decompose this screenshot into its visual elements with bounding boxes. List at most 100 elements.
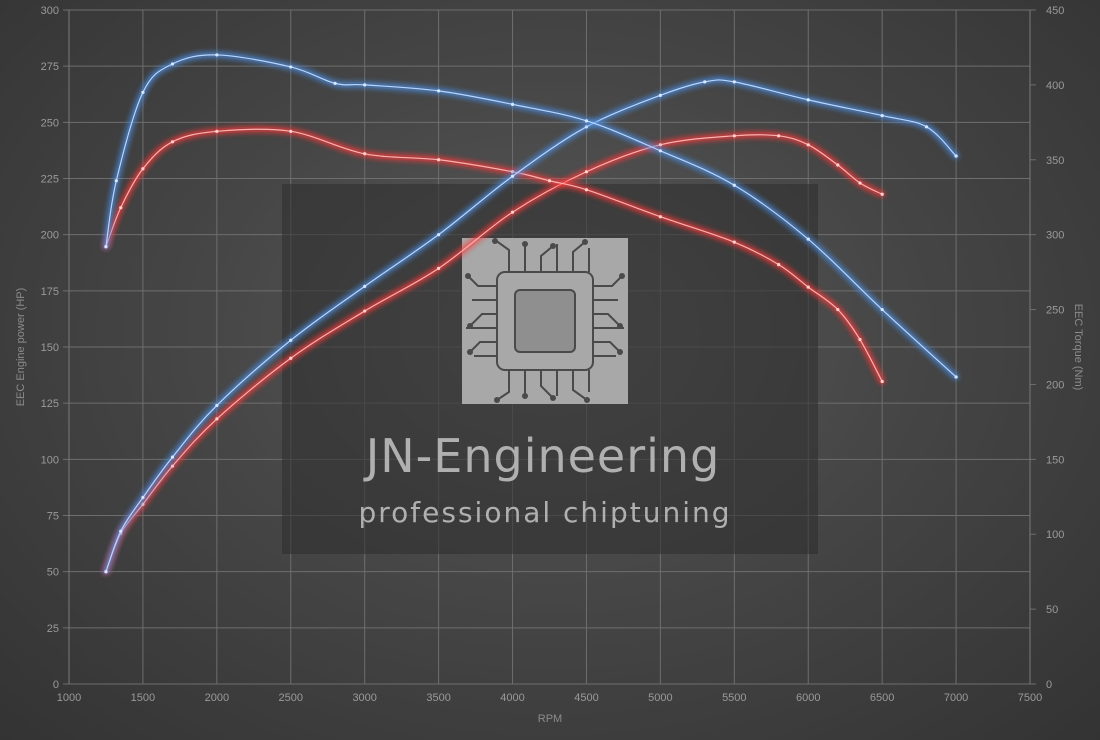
right-axis-title: EEC Torque (Nm) [1072, 304, 1084, 391]
data-point [732, 240, 736, 244]
data-point [806, 143, 810, 147]
data-point [732, 80, 736, 84]
data-point [584, 188, 589, 192]
right-tick-label: 350 [1046, 155, 1064, 167]
data-point [215, 129, 219, 133]
watermark: JN-Engineering professional chiptuning [282, 184, 818, 554]
x-tick-label: 4500 [574, 692, 598, 704]
series-4 [103, 52, 959, 380]
left-tick-label: 175 [41, 286, 59, 298]
data-point [584, 125, 589, 129]
x-tick-label: 3500 [426, 692, 450, 704]
right-tick-label: 50 [1046, 604, 1058, 616]
data-point [658, 149, 662, 153]
data-point [658, 215, 662, 219]
left-tick-label: 25 [47, 623, 59, 635]
left-tick-label: 300 [41, 5, 59, 17]
series-layer [103, 52, 959, 575]
data-point [806, 98, 810, 102]
watermark-title: JN-Engineering [363, 429, 721, 483]
data-point [104, 245, 108, 249]
data-point [215, 403, 219, 408]
data-point [880, 379, 884, 384]
data-point [141, 502, 145, 506]
x-tick-label: 2500 [279, 692, 303, 704]
left-tick-label: 150 [41, 342, 59, 354]
x-tick-label: 5000 [648, 692, 672, 704]
data-point [858, 181, 862, 185]
data-point [437, 158, 441, 162]
data-point [289, 65, 293, 69]
series-2 [103, 126, 885, 384]
data-point [437, 266, 441, 270]
data-point [806, 237, 810, 241]
x-tick-label: 6000 [796, 692, 820, 704]
chip-logo-icon [462, 238, 628, 404]
right-tick-label: 0 [1046, 679, 1052, 691]
series-3 [103, 77, 959, 575]
x-axis-title: RPM [538, 713, 562, 725]
left-axis-title: EEC Engine power (HP) [15, 288, 27, 407]
left-tick-label: 200 [41, 230, 59, 242]
axes: RPM EEC Engine power (HP) EEC Torque (Nm… [15, 5, 1084, 725]
data-point [880, 192, 884, 196]
data-point [215, 53, 219, 57]
data-point [141, 167, 145, 171]
data-point [584, 119, 589, 123]
data-point [954, 154, 958, 158]
left-tick-label: 100 [41, 454, 59, 466]
data-point [141, 90, 145, 94]
data-point [732, 183, 736, 187]
data-point [858, 337, 862, 342]
x-tick-label: 5500 [722, 692, 746, 704]
data-point [170, 62, 175, 66]
x-tick-label: 7000 [944, 692, 968, 704]
right-tick-label: 100 [1046, 529, 1064, 541]
right-tick-label: 300 [1046, 230, 1064, 242]
data-point [437, 89, 441, 93]
data-point [732, 134, 736, 138]
data-point [363, 152, 367, 156]
left-tick-label: 0 [53, 679, 59, 691]
right-tick-label: 200 [1046, 379, 1064, 391]
x-tick-label: 6500 [870, 692, 894, 704]
left-tick-label: 225 [41, 174, 59, 186]
left-tick-label: 75 [47, 511, 59, 523]
data-point [880, 307, 884, 312]
data-point [658, 93, 662, 97]
data-point [703, 80, 707, 84]
data-point [289, 129, 293, 133]
watermark-subtitle: professional chiptuning [358, 496, 731, 529]
data-point [170, 140, 175, 144]
data-point [924, 125, 929, 129]
data-point [114, 179, 118, 183]
right-tick-label: 450 [1046, 5, 1064, 17]
right-tick-label: 400 [1046, 80, 1064, 92]
right-tick-label: 250 [1046, 305, 1064, 317]
data-point [333, 81, 337, 85]
data-point [658, 143, 662, 147]
data-point [777, 263, 781, 267]
data-point [170, 455, 175, 459]
x-tick-label: 1000 [57, 692, 81, 704]
x-tick-label: 3000 [352, 692, 376, 704]
data-point [510, 174, 515, 178]
x-tick-label: 7500 [1018, 692, 1042, 704]
data-point [880, 113, 884, 118]
data-point [119, 206, 123, 210]
data-point [510, 210, 515, 214]
left-tick-label: 125 [41, 398, 59, 410]
left-tick-label: 250 [41, 117, 59, 129]
data-point [119, 529, 123, 533]
data-point [777, 134, 781, 138]
data-point [289, 338, 293, 342]
data-point [584, 170, 589, 174]
x-tick-label: 4000 [500, 692, 524, 704]
right-tick-label: 150 [1046, 454, 1064, 466]
data-point [437, 233, 441, 237]
data-point [510, 170, 515, 174]
data-point [836, 307, 840, 312]
data-point [806, 285, 810, 289]
